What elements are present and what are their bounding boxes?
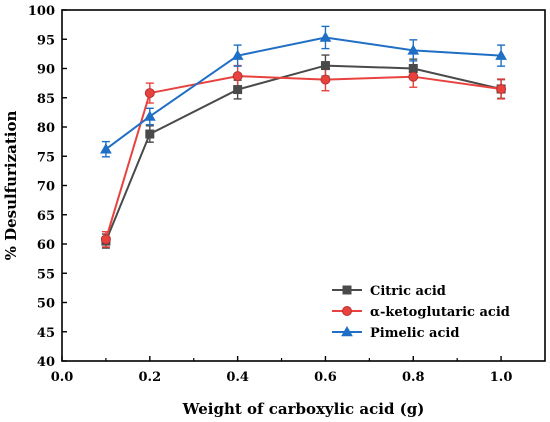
y-tick-label: 100 <box>28 4 55 19</box>
data-point <box>100 234 111 245</box>
data-point <box>408 71 419 82</box>
legend-marker <box>342 306 352 316</box>
x-tick-label: 1.0 <box>490 370 513 385</box>
series-lines <box>104 36 502 242</box>
y-tick-label: 75 <box>37 150 55 165</box>
x-axis-title: Weight of carboxylic acid (g) <box>182 400 425 418</box>
x-tick-label: 0.4 <box>226 370 249 385</box>
data-point <box>144 88 155 99</box>
y-tick-label: 55 <box>37 267 55 282</box>
x-tick-label: 0.0 <box>51 370 74 385</box>
y-tick-label: 50 <box>37 297 55 312</box>
y-tick-label: 45 <box>37 326 55 341</box>
data-point <box>100 143 112 154</box>
y-tick-label: 40 <box>37 355 55 370</box>
y-tick-label: 95 <box>37 33 55 48</box>
data-point <box>496 83 507 94</box>
y-axis-title: % Desulfurization <box>2 111 20 261</box>
series-line-1 <box>104 75 502 240</box>
data-point <box>320 61 330 71</box>
series-line-0 <box>104 64 502 242</box>
legend-label: Pimelic acid <box>370 326 459 341</box>
data-point <box>408 64 418 73</box>
x-tick-label: 0.2 <box>139 370 162 385</box>
legend-marker <box>342 285 352 295</box>
y-tick-label: 70 <box>37 180 55 195</box>
series-markers <box>100 31 507 246</box>
data-point <box>232 71 243 82</box>
legend-label: α-ketoglutaric acid <box>370 305 510 320</box>
data-point <box>407 44 420 55</box>
data-point <box>495 49 507 60</box>
y-tick-label: 60 <box>37 238 55 253</box>
legend-marker <box>341 325 353 337</box>
series-line-2 <box>105 36 502 151</box>
x-tick-label: 0.8 <box>402 370 425 385</box>
legend-label: Citric acid <box>370 284 446 299</box>
axis-ticks <box>61 9 502 362</box>
tick-labels: 0.0 0.2 0.4 0.6 0.8 1.0 40 45 50 55 60 65 70 75 80 85 90… <box>28 4 513 385</box>
y-tick-label: 85 <box>37 92 55 107</box>
y-tick-label: 90 <box>37 63 55 78</box>
data-point <box>320 74 331 85</box>
data-point <box>233 85 243 95</box>
x-tick-label: 0.6 <box>314 370 337 385</box>
data-point <box>143 110 156 121</box>
legend: Citric acid α-ketoglutaric acid Pimelic ac… <box>332 284 510 341</box>
data-point <box>145 129 155 139</box>
data-point <box>319 31 332 42</box>
data-point <box>231 49 244 60</box>
y-tick-label: 80 <box>37 121 55 136</box>
error-bars <box>101 25 506 249</box>
y-tick-label: 65 <box>37 209 55 224</box>
